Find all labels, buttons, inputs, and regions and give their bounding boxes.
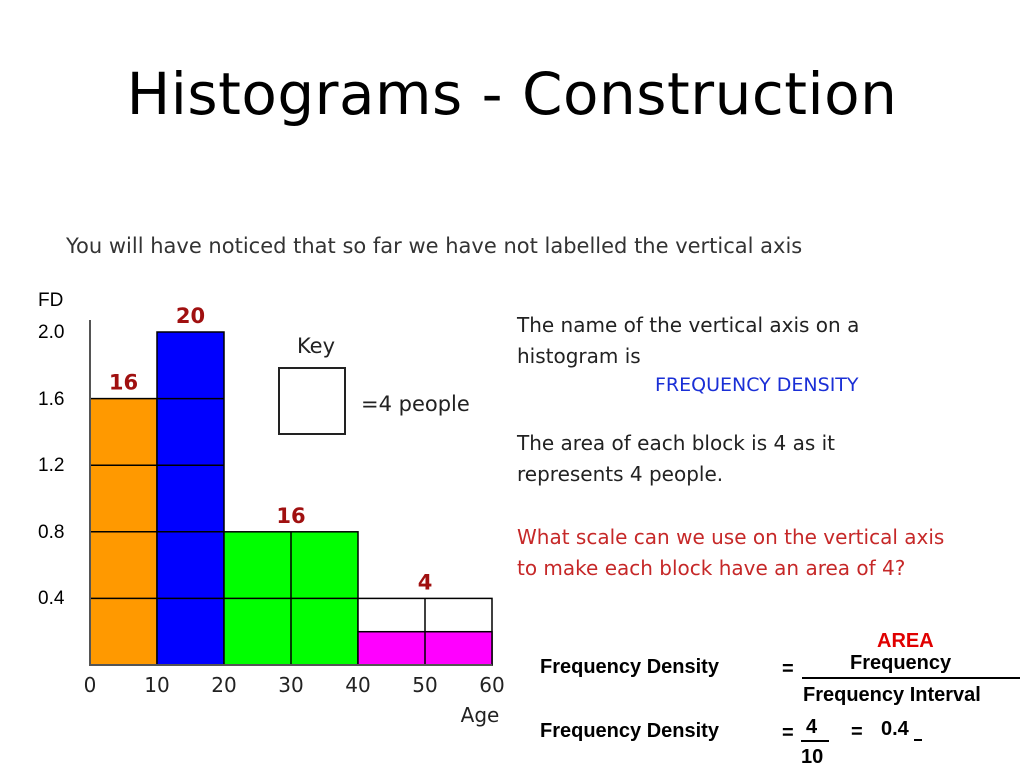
key-text: =4 people [361,392,470,416]
area-line-1: The area of each block is 4 as it [517,431,836,455]
bar-frequency-label: 16 [109,371,138,395]
bar-frequency-label: 20 [176,304,205,328]
area-label: AREA [877,630,934,652]
key-square [278,367,346,435]
y-tick-label: 1.6 [38,389,65,410]
x-tick-label: 20 [211,673,236,697]
x-tick-label: 10 [144,673,169,697]
key-title: Key [297,334,335,358]
x-tick-label: 60 [479,673,504,697]
scale-question: What scale can we use on the vertical ax… [517,522,944,584]
fraction-bar [802,677,1020,679]
formula2-equals: = [782,722,794,744]
formula2-denominator: 10 [801,746,824,768]
intro-text: You will have noticed that so far we hav… [66,234,803,258]
formula-numerator: Frequency [850,652,952,674]
area-explanation: The area of each block is 4 as it repres… [517,428,835,490]
question-line-2: to make each block have an area of 4? [517,556,906,580]
formula-denominator: Frequency Interval [803,684,981,706]
area-line-2: represents 4 people. [517,462,724,486]
slide-title: Histograms - Construction [126,60,898,128]
formula-lhs: Frequency Density [540,656,719,678]
bar-frequency-label: 4 [418,570,433,594]
x-tick-label: 50 [412,673,437,697]
formula2-result: 0.4 [881,718,909,740]
y-tick-label: 2.0 [38,322,65,343]
question-line-1: What scale can we use on the vertical ax… [517,525,945,549]
x-tick-label: 0 [84,673,97,697]
y-tick-label: 0.4 [38,588,65,609]
y-tick-label: 1.2 [38,455,65,476]
frequency-density-term: FREQUENCY DENSITY [655,374,859,396]
axis-name-line-2: histogram is [517,344,641,368]
result-underline [914,739,922,741]
y-axis-label: FD [38,290,64,311]
formula2-lhs: Frequency Density [540,720,719,742]
axis-name-line-1: The name of the vertical axis on a [517,313,860,337]
y-tick-label: 0.8 [38,522,65,543]
x-tick-label: 30 [278,673,303,697]
x-tick-label: 40 [345,673,370,697]
formula-equals: = [782,658,794,680]
bar-frequency-label: 16 [276,504,305,528]
histogram-bar [156,331,225,666]
x-axis-label: Age [461,703,500,727]
formula2-equals-2: = [851,721,863,743]
axis-name-text: The name of the vertical axis on a histo… [517,310,859,372]
formula2-numerator: 4 [806,716,818,738]
fraction-bar-2 [801,740,829,742]
